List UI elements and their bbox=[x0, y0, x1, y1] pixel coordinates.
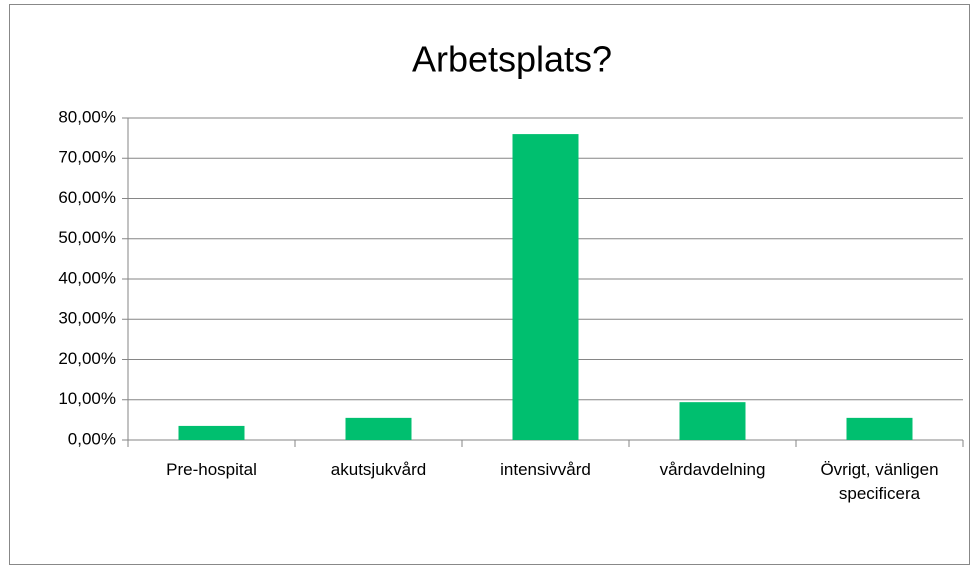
x-tick-label: akutsjukvård bbox=[330, 460, 427, 479]
y-tick-label: 10,00% bbox=[58, 389, 116, 408]
y-tick-label: 40,00% bbox=[58, 268, 116, 287]
y-tick-label: 60,00% bbox=[58, 188, 116, 207]
y-tick-label: 0,00% bbox=[68, 429, 116, 448]
bar bbox=[512, 134, 579, 440]
x-tick-label: intensivvård bbox=[500, 460, 591, 479]
bar bbox=[679, 402, 746, 440]
x-tick-label: Övrigt, vänligen specificera bbox=[820, 460, 939, 503]
y-tick-label: 50,00% bbox=[58, 228, 116, 247]
bar bbox=[846, 417, 913, 440]
chart-frame bbox=[9, 4, 970, 565]
y-tick-label: 70,00% bbox=[58, 148, 116, 167]
y-tick-label: 80,00% bbox=[58, 107, 116, 126]
y-tick-label: 20,00% bbox=[58, 349, 116, 368]
x-tick-label: Pre-hospital bbox=[166, 460, 257, 479]
chart-title: Arbetsplats? bbox=[412, 39, 612, 80]
bar bbox=[345, 417, 412, 440]
x-tick-label: vårdavdelning bbox=[659, 460, 766, 479]
bar bbox=[178, 425, 245, 440]
y-tick-label: 30,00% bbox=[58, 309, 116, 328]
